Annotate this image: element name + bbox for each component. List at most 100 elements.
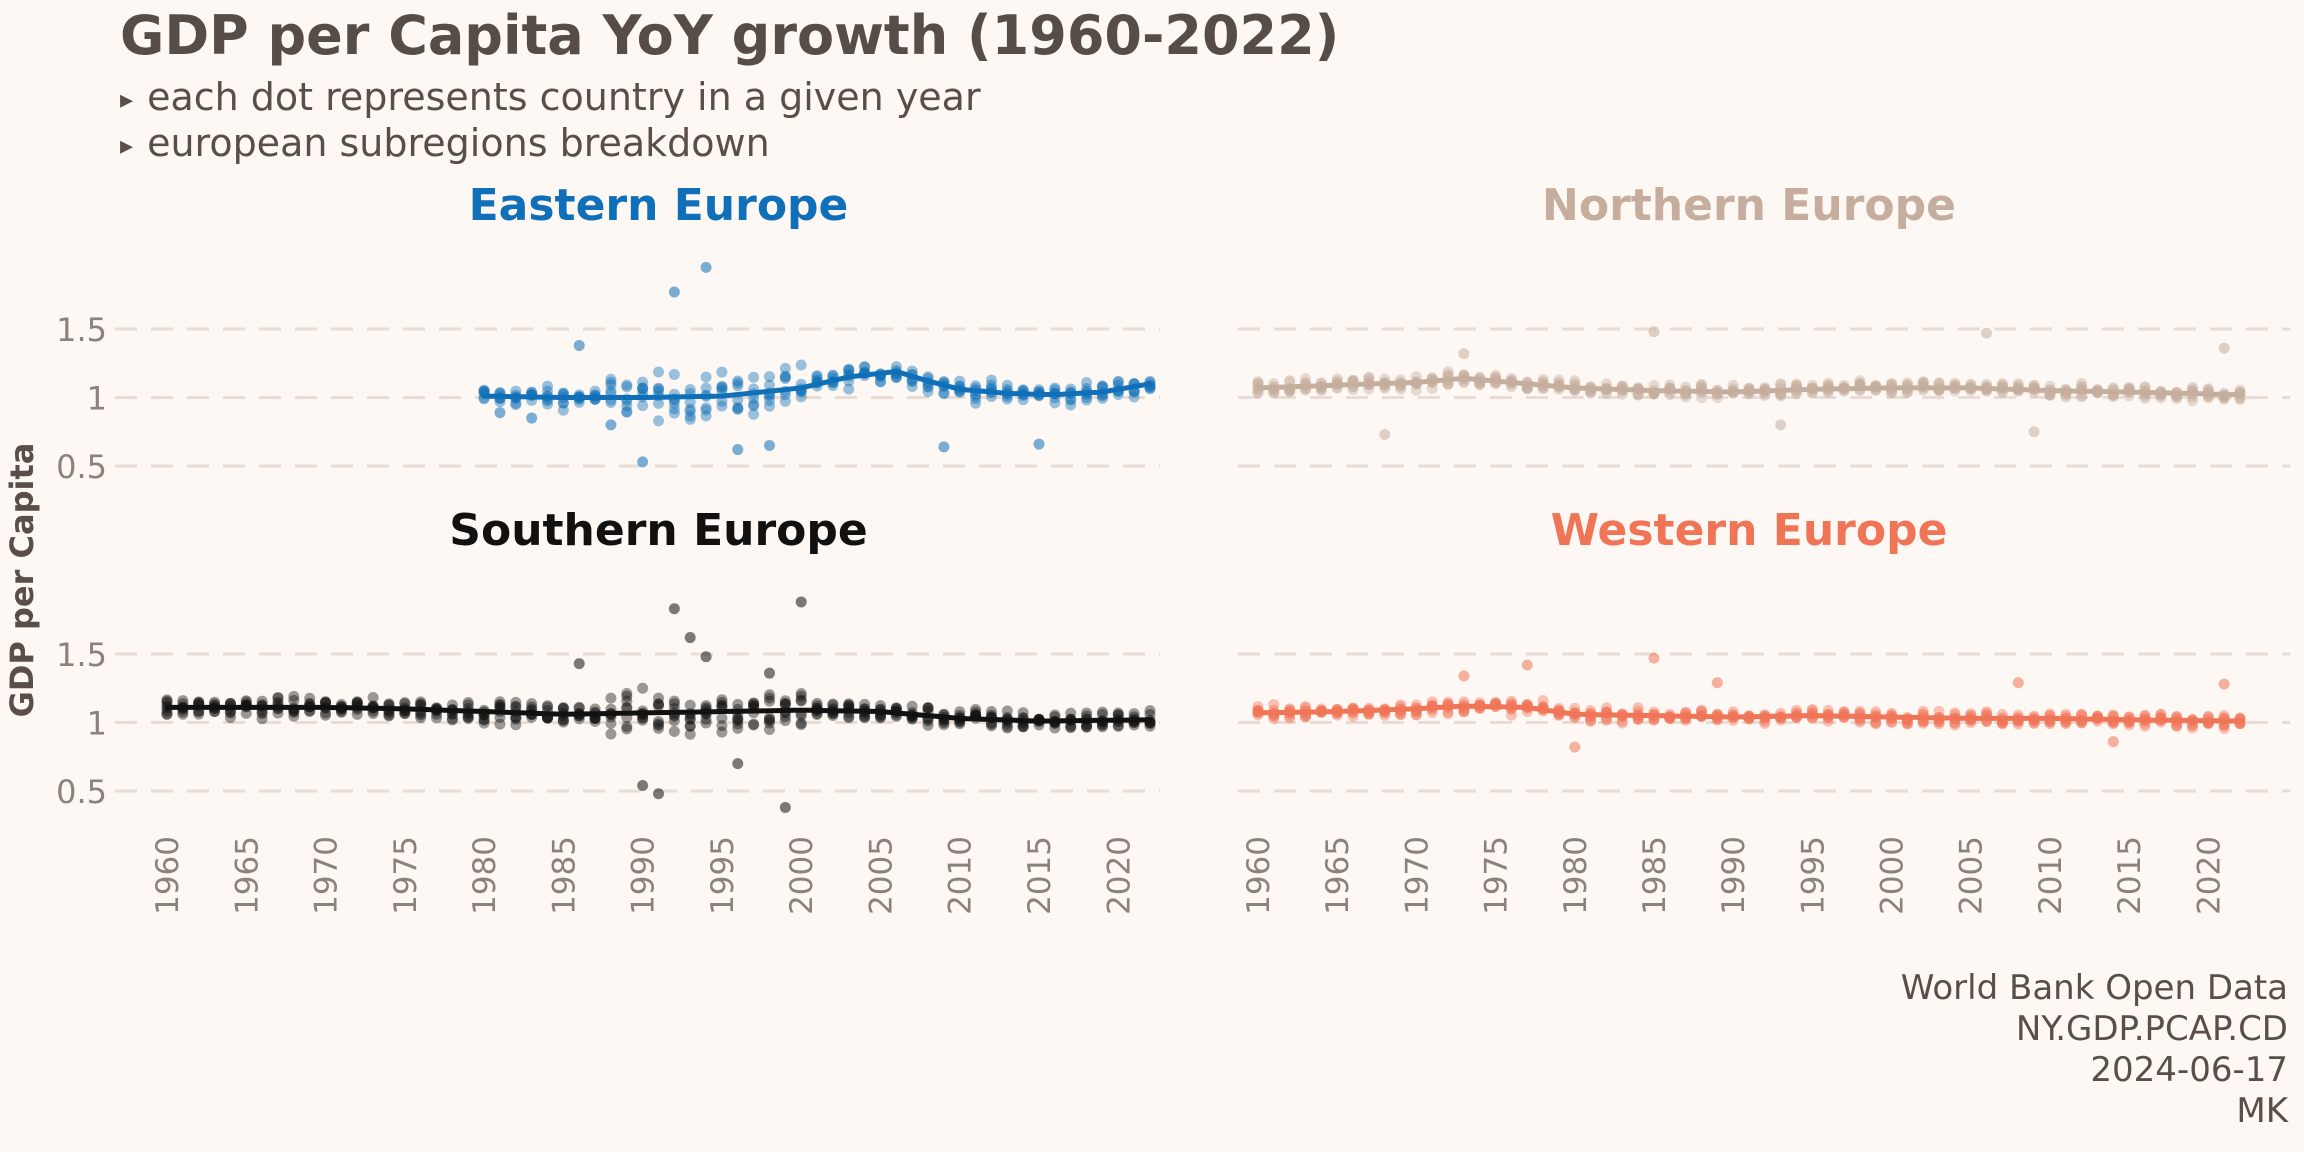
trend-line xyxy=(164,704,1153,724)
data-point xyxy=(811,370,823,382)
data-point xyxy=(1442,708,1454,720)
data-point xyxy=(1933,718,1945,730)
data-point xyxy=(779,695,791,707)
data-point xyxy=(462,697,474,709)
data-point xyxy=(1001,721,1013,733)
data-point xyxy=(763,692,775,704)
x-tick-label: 2010 xyxy=(2033,836,2069,915)
outlier-point xyxy=(1458,348,1470,360)
data-point xyxy=(256,695,268,707)
data-point xyxy=(224,707,236,719)
data-point xyxy=(922,702,934,714)
data-point xyxy=(653,385,664,397)
data-point xyxy=(779,370,791,382)
data-point xyxy=(510,719,522,731)
data-point xyxy=(557,716,569,728)
data-point xyxy=(779,698,791,710)
data-point xyxy=(748,700,760,712)
data-point xyxy=(732,403,744,415)
data-point xyxy=(1065,721,1077,733)
data-point xyxy=(494,696,506,708)
data-point xyxy=(1458,706,1470,718)
data-point xyxy=(843,364,855,376)
data-point xyxy=(1252,376,1264,388)
data-point xyxy=(1128,708,1140,720)
outlier-point xyxy=(732,758,744,770)
data-point xyxy=(779,395,791,407)
data-point xyxy=(1711,392,1723,404)
data-point xyxy=(1112,709,1124,721)
data-point xyxy=(732,403,744,415)
data-point xyxy=(161,695,173,707)
data-point xyxy=(843,365,855,377)
data-point xyxy=(1996,718,2008,730)
outlier-point xyxy=(2218,342,2230,354)
data-point xyxy=(763,695,775,707)
caption-source: World Bank Open Data xyxy=(1900,968,2288,1008)
data-point xyxy=(653,719,664,731)
data-point xyxy=(2186,395,2198,407)
data-point xyxy=(763,379,775,391)
data-point xyxy=(922,719,934,731)
data-point xyxy=(859,712,871,724)
data-point xyxy=(1065,399,1077,411)
outlier-point xyxy=(732,444,744,456)
data-point xyxy=(1144,720,1156,732)
data-point xyxy=(732,698,744,710)
data-point xyxy=(700,404,712,416)
outlier-point xyxy=(763,439,775,451)
data-point xyxy=(304,692,316,704)
data-point xyxy=(874,712,886,724)
data-point xyxy=(748,697,760,709)
data-point xyxy=(621,381,633,393)
x-tick-label: 1970 xyxy=(309,836,345,915)
data-point xyxy=(668,695,680,707)
data-point xyxy=(938,717,950,729)
data-point xyxy=(1616,717,1628,729)
data-point xyxy=(653,397,664,409)
data-point xyxy=(510,385,522,397)
data-point xyxy=(1379,709,1391,721)
outlier-point xyxy=(684,632,696,644)
data-point xyxy=(288,690,300,702)
panel-title: Western Europe xyxy=(1551,505,1948,556)
data-point xyxy=(985,705,997,717)
data-point xyxy=(589,715,601,727)
outlier-point xyxy=(653,788,664,800)
outlier-point xyxy=(573,339,585,351)
data-point xyxy=(1017,721,1029,733)
data-point xyxy=(1822,377,1834,389)
data-point xyxy=(668,397,680,409)
data-point xyxy=(1001,722,1013,734)
data-point xyxy=(716,383,728,395)
data-point xyxy=(288,710,300,722)
data-point xyxy=(2076,377,2088,389)
data-point xyxy=(526,701,538,713)
data-point xyxy=(1096,380,1108,392)
data-point xyxy=(621,400,633,412)
data-point xyxy=(1775,378,1787,390)
data-point xyxy=(779,699,791,711)
panel-title: Eastern Europe xyxy=(469,180,849,231)
trend-line xyxy=(1255,703,2243,724)
data-point xyxy=(494,699,506,711)
data-point xyxy=(748,408,760,420)
x-tick-label: 1975 xyxy=(1479,836,1515,915)
data-point xyxy=(843,710,855,722)
panel-title: Southern Europe xyxy=(449,505,867,556)
data-point xyxy=(177,708,189,720)
data-point xyxy=(922,702,934,714)
data-point xyxy=(1458,706,1470,718)
data-point xyxy=(684,384,696,396)
data-point xyxy=(684,405,696,417)
data-point xyxy=(1426,383,1438,395)
x-tick-label: 1965 xyxy=(229,836,265,915)
data-point xyxy=(1081,394,1093,406)
data-point xyxy=(2012,718,2024,730)
data-point xyxy=(1300,373,1312,385)
data-point xyxy=(177,695,189,707)
data-point xyxy=(161,708,173,720)
data-point xyxy=(779,362,791,374)
data-point xyxy=(621,406,633,418)
